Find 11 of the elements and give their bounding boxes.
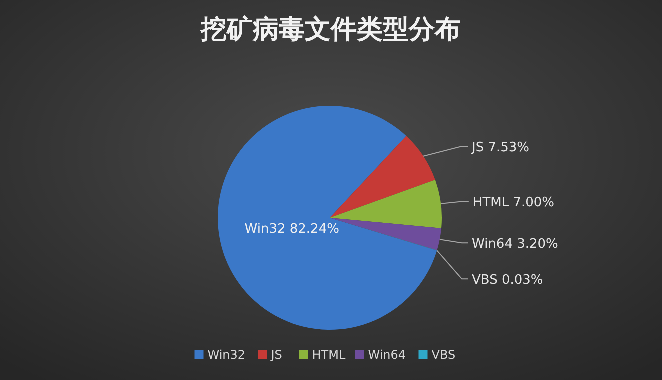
category-label: Win32 82.24% <box>244 222 340 238</box>
legend-label: VBS <box>432 348 456 362</box>
category-label: Win64 3.20% <box>472 237 558 252</box>
legend-label: HTML <box>312 348 346 362</box>
chart-title: 挖矿病毒文件类型分布 <box>200 15 461 45</box>
category-label: JS 7.53% <box>472 140 530 156</box>
legend-label: Win64 <box>368 348 406 362</box>
category-label: HTML 7.00% <box>472 196 555 211</box>
category-label: VBS 0.03% <box>472 273 544 288</box>
legend-label: JS <box>270 348 282 362</box>
legend-label: Win32 <box>208 348 246 362</box>
